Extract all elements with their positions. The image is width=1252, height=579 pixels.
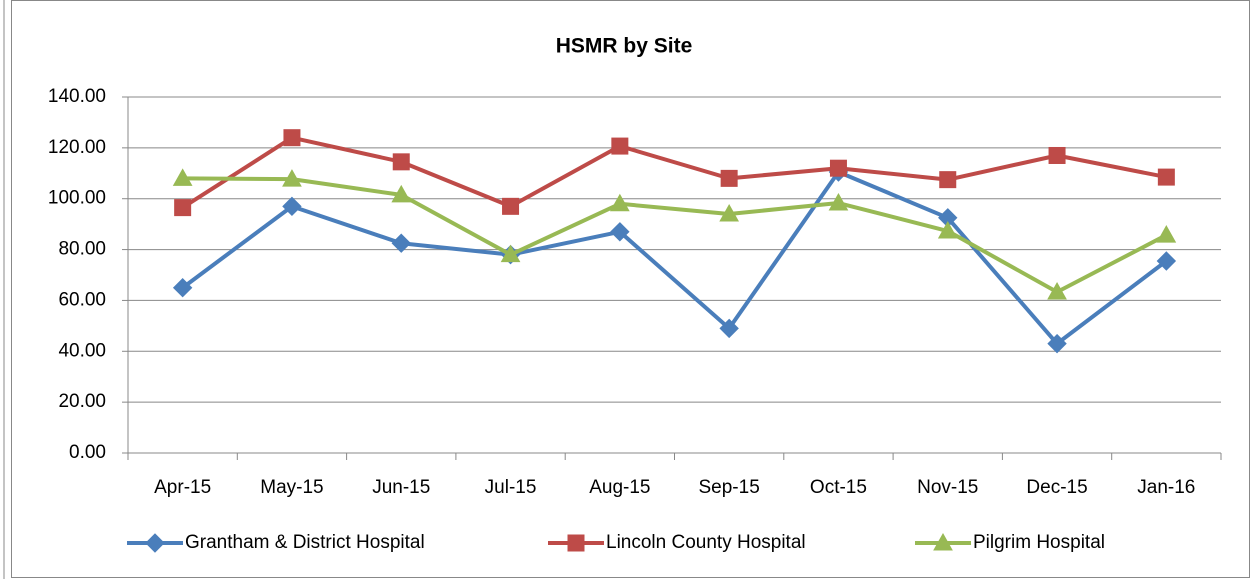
- data-point: [720, 169, 738, 187]
- x-tick-label: Jan-16: [1137, 477, 1195, 498]
- data-point: [502, 197, 520, 215]
- data-point: [172, 278, 193, 298]
- data-point: [1047, 333, 1067, 354]
- chart-title: HSMR by Site: [556, 35, 693, 58]
- legend-marker: [145, 533, 165, 553]
- legend-marker: [567, 534, 585, 552]
- legend-marker: [933, 532, 953, 551]
- data-point: [392, 153, 410, 171]
- y-tick-label: 60.00: [58, 289, 106, 310]
- legend-label: Pilgrim Hospital: [973, 532, 1105, 553]
- y-tick-label: 40.00: [58, 340, 106, 361]
- series-line: [181, 170, 1168, 346]
- y-tick-label: 140.00: [48, 86, 106, 107]
- data-point: [391, 233, 411, 253]
- y-tick-label: 0.00: [69, 442, 106, 463]
- x-tick-label: Oct-15: [810, 477, 867, 498]
- x-tick-label: Aug-15: [589, 477, 650, 498]
- x-tick-label: May-15: [260, 477, 323, 498]
- data-point: [282, 196, 302, 217]
- legend-label: Grantham & District Hospital: [185, 532, 425, 553]
- y-tick-label: 100.00: [48, 188, 106, 209]
- x-tick-label: Jun-15: [372, 477, 430, 498]
- legend-label: Lincoln County Hospital: [606, 532, 806, 553]
- data-point: [1047, 282, 1067, 300]
- data-point: [1048, 146, 1066, 164]
- data-point: [283, 129, 301, 147]
- data-point: [939, 171, 957, 189]
- data-point: [1156, 251, 1177, 271]
- x-tick-label: Apr-15: [154, 477, 211, 498]
- x-tick-label: Dec-15: [1026, 477, 1087, 498]
- data-point: [609, 193, 630, 212]
- data-point: [829, 159, 847, 177]
- y-tick-label: 20.00: [58, 391, 106, 412]
- data-point: [282, 169, 302, 187]
- data-point: [1157, 168, 1175, 186]
- data-point: [937, 220, 958, 239]
- data-point: [719, 203, 740, 222]
- data-point: [828, 193, 849, 211]
- data-point: [391, 184, 412, 203]
- data-point: [172, 168, 193, 186]
- data-point: [174, 199, 192, 217]
- data-point: [1156, 225, 1177, 243]
- y-tick-label: 80.00: [58, 239, 106, 260]
- data-point: [500, 244, 521, 263]
- series-line: [181, 135, 1167, 210]
- x-tick-label: Sep-15: [699, 477, 760, 498]
- y-tick-label: 120.00: [48, 137, 106, 158]
- data-point: [719, 318, 739, 339]
- x-tick-label: Nov-15: [917, 477, 978, 498]
- x-tick-label: Jul-15: [485, 477, 537, 498]
- data-point: [611, 137, 629, 155]
- data-point: [610, 222, 630, 242]
- series-line: [182, 176, 1168, 295]
